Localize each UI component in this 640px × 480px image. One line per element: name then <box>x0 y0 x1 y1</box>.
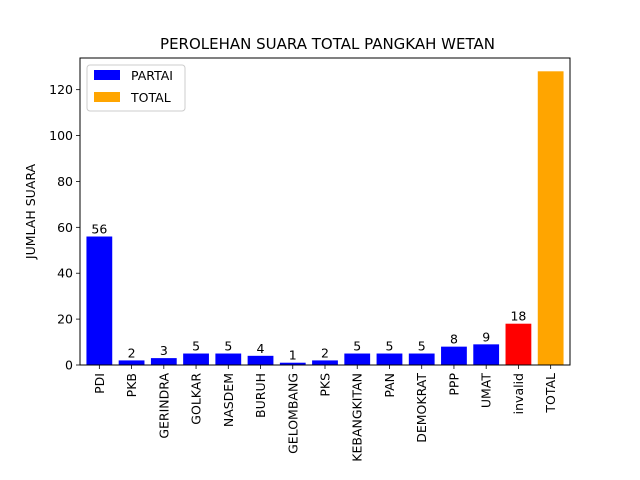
x-tick-label-pkb: PKB <box>124 373 139 397</box>
plot-frame <box>79 57 571 366</box>
bar-value-label-pkb: 2 <box>128 345 136 360</box>
x-tick-label-pan: PAN <box>382 373 397 398</box>
bar-value-label-invalid: 18 <box>510 309 526 324</box>
x-tick-label-nasdem: NASDEM <box>221 373 236 427</box>
bar-value-label-gelombang: 1 <box>289 348 297 363</box>
legend-label-total: TOTAL <box>130 90 171 105</box>
y-tick-label-100: 100 <box>49 128 73 143</box>
bar-golkar <box>183 353 209 365</box>
bar-value-label-kebangkitan: 5 <box>353 339 361 354</box>
x-tick-label-demokrat: DEMOKRAT <box>414 373 429 443</box>
bar-umat <box>473 344 500 365</box>
bar-value-label-pks: 2 <box>321 345 329 360</box>
legend-swatch-partai <box>94 70 120 80</box>
bar-value-label-pan: 5 <box>385 339 393 354</box>
y-tick-label-40: 40 <box>57 266 73 281</box>
bar-value-label-umat: 9 <box>482 329 490 344</box>
y-axis-ticks: 0 20 40 60 80 100 120 <box>49 82 80 373</box>
y-tick-label-120: 120 <box>49 82 73 97</box>
x-tick-label-gerindra: GERINDRA <box>156 373 171 439</box>
bar-value-label-golkar: 5 <box>192 339 200 354</box>
bar-buruh <box>247 355 274 365</box>
x-tick-label-ppp: PPP <box>446 373 461 396</box>
y-axis-label: JUMLAH SUARA <box>23 163 38 260</box>
x-tick-label-gelombang: GELOMBANG <box>285 373 300 454</box>
bar-value-label-demokrat: 5 <box>418 339 426 354</box>
bar-demokrat <box>408 353 435 365</box>
y-tick-label-20: 20 <box>57 312 73 327</box>
legend-label-partai: PARTAI <box>131 68 173 83</box>
bar-pkb <box>118 360 145 365</box>
bars-layer <box>86 71 564 365</box>
x-axis-ticks: PDI PKB GERINDRA GOLKAR NASDEM BURUH GELOMBANG… <box>92 365 558 462</box>
x-tick-label-total: TOTAL <box>543 373 558 414</box>
bar-kebangkitan <box>344 353 371 365</box>
bar-nasdem <box>215 353 242 365</box>
bar-value-label-gerindra: 3 <box>160 343 168 358</box>
x-tick-label-golkar: GOLKAR <box>189 373 204 425</box>
bar-total <box>537 71 564 365</box>
chart-title: PEROLEHAN SUARA TOTAL PANGKAH WETAN <box>160 35 495 53</box>
legend-swatch-total <box>94 92 120 102</box>
x-tick-label-pdi: PDI <box>92 373 107 394</box>
x-tick-label-umat: UMAT <box>479 373 494 409</box>
legend: PARTAI TOTAL <box>86 64 186 112</box>
bar-pks <box>312 360 338 365</box>
bar-labels-layer: 56 2 3 5 5 4 1 2 5 5 5 8 9 18 <box>91 222 526 363</box>
x-tick-label-buruh: BURUH <box>253 373 268 418</box>
y-tick-label-80: 80 <box>57 174 73 189</box>
bar-value-label-nasdem: 5 <box>224 339 232 354</box>
y-tick-label-0: 0 <box>65 358 73 373</box>
bar-pan <box>376 353 403 365</box>
bar-value-label-pdi: 56 <box>91 222 107 237</box>
x-tick-label-kebangkitan: KEBANGKITAN <box>350 373 365 462</box>
bar-value-label-ppp: 8 <box>450 332 458 347</box>
bar-gerindra <box>150 358 177 365</box>
x-tick-label-pks: PKS <box>318 373 333 397</box>
x-tick-label-invalid: invalid <box>511 373 526 414</box>
bar-invalid <box>505 323 532 365</box>
y-tick-label-60: 60 <box>57 220 73 235</box>
bar-gelombang <box>279 362 306 365</box>
bar-value-label-buruh: 4 <box>257 341 265 356</box>
bar-pdi <box>86 236 113 365</box>
bar-ppp <box>441 346 467 365</box>
